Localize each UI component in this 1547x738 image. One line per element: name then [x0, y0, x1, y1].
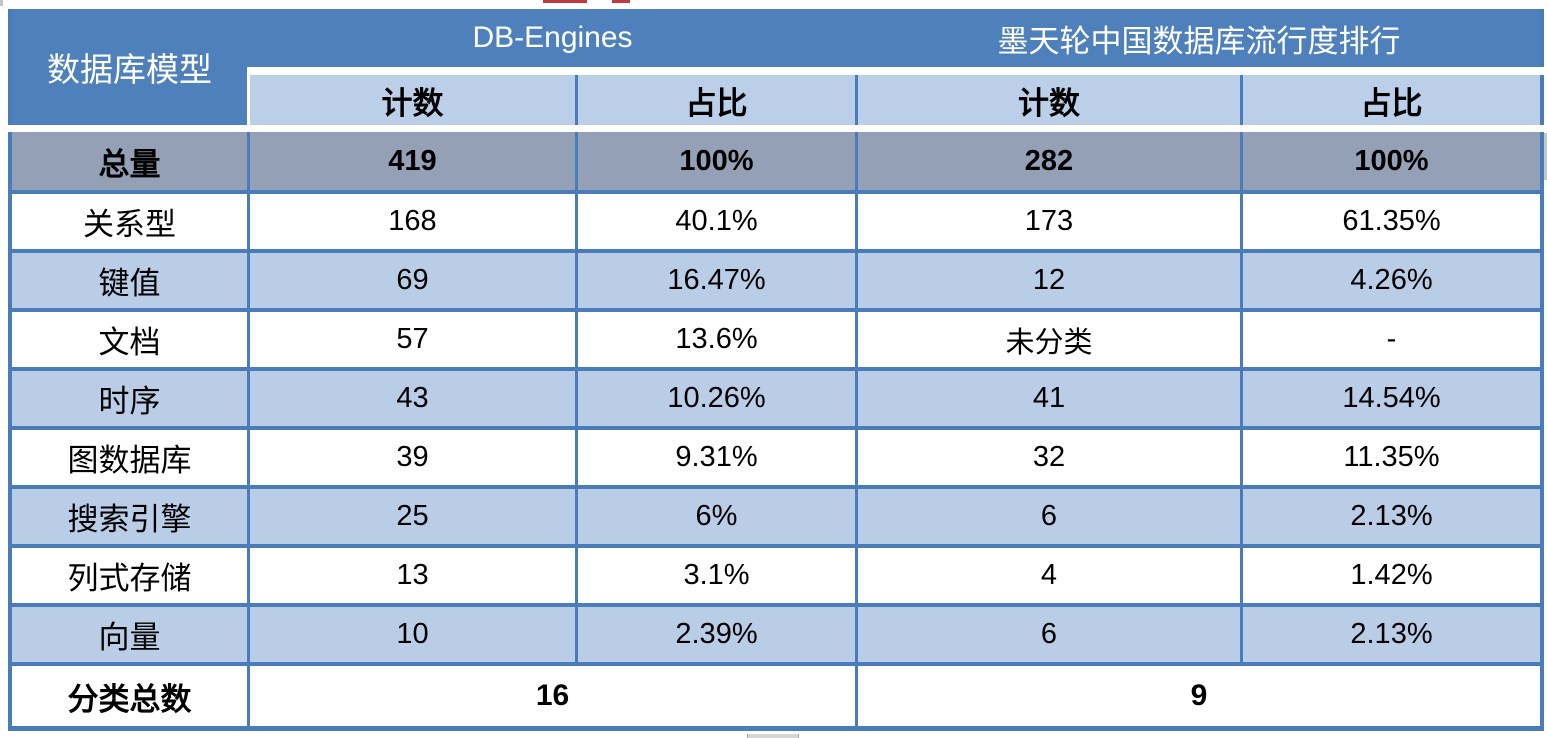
header-group-db-engines: DB-Engines — [472, 21, 633, 54]
row-value: 6 — [858, 489, 1240, 544]
row-value: 25 — [250, 489, 575, 544]
table-row: 向量 10 2.39% 6 2.13% — [12, 607, 1540, 662]
header-gap — [250, 67, 1544, 75]
row-value: 69 — [250, 253, 575, 308]
table-row: 图数据库 39 9.31% 32 11.35% — [12, 430, 1540, 485]
spellcheck-underline — [543, 0, 587, 3]
row-value: 40.1% — [578, 194, 855, 249]
row-value: 100% — [1243, 132, 1540, 190]
table-row-category-totals: 分类总数 16 9 — [12, 666, 1540, 726]
table-row: 文档 57 13.6% 未分类 - — [12, 312, 1540, 367]
row-label: 向量 — [12, 607, 247, 662]
table-row: 时序 43 10.26% 41 14.54% — [12, 371, 1540, 426]
row-value: 16.47% — [578, 253, 855, 308]
row-value: 12 — [858, 253, 1240, 308]
database-model-comparison-table: 数据库模型 DB-Engines 墨天轮中国数据库流行度排行 计数 占比 计数 … — [8, 9, 1544, 731]
row-value: 13.6% — [578, 312, 855, 367]
row-value: 9.31% — [578, 430, 855, 485]
row-value: 4 — [858, 548, 1240, 603]
header-group-band: DB-Engines 墨天轮中国数据库流行度排行 — [250, 9, 1540, 67]
subheader-row: 计数 占比 计数 占比 — [250, 75, 1540, 125]
row-value: 6 — [858, 607, 1240, 662]
row-value: 13 — [250, 548, 575, 603]
row-label: 分类总数 — [12, 666, 247, 726]
row-value: 100% — [578, 132, 855, 190]
row-value: 11.35% — [1243, 430, 1540, 485]
scrollbar-fragment-horizontal[interactable] — [747, 734, 799, 738]
row-value: 41 — [858, 371, 1240, 426]
row-value: 10 — [250, 607, 575, 662]
row-value: 43 — [250, 371, 575, 426]
row-value: 2.13% — [1243, 607, 1540, 662]
row-value: 未分类 — [858, 312, 1240, 367]
spellcheck-underline — [612, 0, 630, 3]
row-value: 14.54% — [1243, 371, 1540, 426]
subheader-share-modb: 占比 — [1243, 75, 1540, 125]
header-divider — [247, 9, 250, 125]
table-row: 总量 419 100% 282 100% — [12, 132, 1540, 190]
row-value: 32 — [858, 430, 1240, 485]
row-value: 1.42% — [1243, 548, 1540, 603]
subheader-count-db: 计数 — [250, 75, 575, 125]
row-value: 61.35% — [1243, 194, 1540, 249]
row-label: 列式存储 — [12, 548, 247, 603]
footer-db-engines-category-count: 16 — [250, 666, 855, 726]
table-row: 搜索引擎 25 6% 6 2.13% — [12, 489, 1540, 544]
table-row: 关系型 168 40.1% 173 61.35% — [12, 194, 1540, 249]
subheader-share-db: 占比 — [578, 75, 855, 125]
row-value: 282 — [858, 132, 1240, 190]
row-value: 6% — [578, 489, 855, 544]
row-label: 键值 — [12, 253, 247, 308]
row-value: 168 — [250, 194, 575, 249]
row-value: - — [1243, 312, 1540, 367]
row-value: 419 — [250, 132, 575, 190]
scrollbar-fragment-vertical[interactable] — [1544, 133, 1547, 180]
row-value: 57 — [250, 312, 575, 367]
header-model-column: 数据库模型 — [12, 9, 247, 125]
row-value: 39 — [250, 430, 575, 485]
row-label: 总量 — [12, 132, 247, 190]
row-label: 图数据库 — [12, 430, 247, 485]
table-header: 数据库模型 DB-Engines 墨天轮中国数据库流行度排行 计数 占比 计数 … — [12, 9, 1544, 125]
row-value: 3.1% — [578, 548, 855, 603]
header-groups: DB-Engines 墨天轮中国数据库流行度排行 计数 占比 计数 占比 — [250, 9, 1544, 125]
row-value: 173 — [858, 194, 1240, 249]
row-value: 4.26% — [1243, 253, 1540, 308]
table-row: 列式存储 13 3.1% 4 1.42% — [12, 548, 1540, 603]
header-body-separator — [8, 125, 1544, 132]
row-value: 2.39% — [578, 607, 855, 662]
table-body: 总量 419 100% 282 100% 关系型 168 40.1% 173 61.35% 键值 69… — [12, 132, 1540, 662]
row-value: 10.26% — [578, 371, 855, 426]
page-edge-artifact — [0, 0, 3, 6]
row-label: 文档 — [12, 312, 247, 367]
subheader-count-modb: 计数 — [858, 75, 1240, 125]
row-label: 关系型 — [12, 194, 247, 249]
row-label: 搜索引擎 — [12, 489, 247, 544]
header-group-modb-ranking: 墨天轮中国数据库流行度排行 — [997, 23, 1401, 59]
table-row: 键值 69 16.47% 12 4.26% — [12, 253, 1540, 308]
footer-modb-category-count: 9 — [858, 666, 1540, 726]
row-label: 时序 — [12, 371, 247, 426]
row-value: 2.13% — [1243, 489, 1540, 544]
